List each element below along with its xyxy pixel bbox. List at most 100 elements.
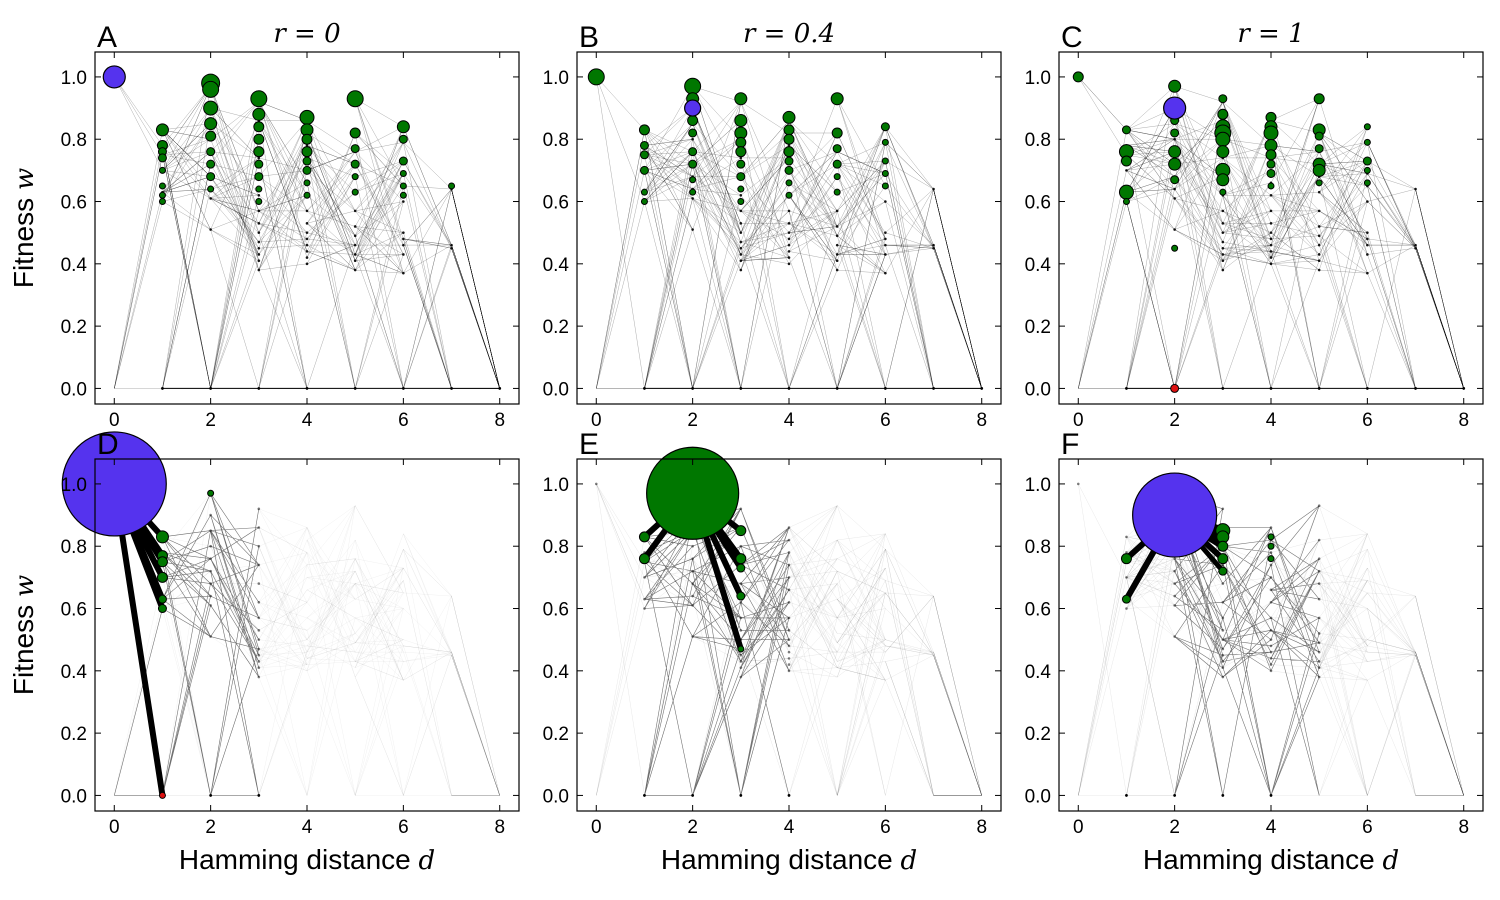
genotype-node bbox=[1317, 268, 1321, 272]
genotype-node bbox=[1269, 588, 1273, 592]
genotype-node bbox=[1221, 675, 1225, 679]
green-node bbox=[157, 604, 167, 614]
highlight-node bbox=[1132, 472, 1218, 558]
x-tick-label: 4 bbox=[1266, 410, 1277, 431]
genotype-node bbox=[1221, 240, 1225, 244]
x-tick-label: 6 bbox=[880, 817, 891, 838]
genotype-node bbox=[257, 675, 261, 679]
genotype-node bbox=[1366, 253, 1369, 256]
green-node bbox=[830, 92, 844, 106]
green-node bbox=[1170, 128, 1180, 138]
genotype-node bbox=[1317, 557, 1321, 560]
genotype-node bbox=[1414, 246, 1417, 250]
lethal-node bbox=[450, 387, 453, 390]
y-tick-label: 0.6 bbox=[1025, 193, 1051, 214]
y-tick-label: 0.2 bbox=[61, 317, 87, 338]
x-tick-label: 6 bbox=[1362, 410, 1373, 431]
panel-D: 0 2 4 6 8 0.0 0.2 0.4 0.6 0.8 1.0 D Fitness w Hamming… bbox=[8, 428, 520, 876]
panel-C: 0 2 4 6 8 0.0 0.2 0.4 0.6 0.8 1.0 C r = 1 bbox=[1025, 19, 1484, 431]
genotype-node bbox=[739, 193, 743, 197]
green-node bbox=[688, 128, 698, 138]
genotype-node bbox=[1269, 209, 1273, 213]
genotype-node bbox=[787, 638, 791, 641]
y-tick-label: 0.4 bbox=[61, 662, 88, 683]
genotype-node bbox=[594, 482, 598, 486]
genotype-node bbox=[1076, 482, 1080, 486]
green-node bbox=[1219, 188, 1227, 196]
panel-letter: A bbox=[97, 21, 117, 54]
genotype-node bbox=[1173, 594, 1176, 598]
green-node bbox=[399, 169, 407, 177]
genotype-node bbox=[209, 544, 212, 548]
genotype-node bbox=[835, 253, 839, 256]
genotype-node bbox=[787, 538, 791, 542]
genotype-node bbox=[209, 604, 212, 607]
genotype-node bbox=[1269, 600, 1273, 604]
genotype-node bbox=[1269, 231, 1273, 234]
genotype-node bbox=[305, 243, 309, 247]
genotype-node bbox=[739, 268, 743, 272]
genotype-node bbox=[1317, 259, 1321, 263]
lethal-node bbox=[209, 387, 213, 390]
lethal-node bbox=[1173, 794, 1177, 797]
plot-area bbox=[1072, 71, 1466, 393]
genotype-node bbox=[739, 246, 743, 250]
genotype-node bbox=[1221, 616, 1225, 620]
genotype-node bbox=[835, 243, 839, 247]
genotype-node bbox=[1366, 237, 1369, 241]
x-tick-label: 8 bbox=[976, 817, 987, 838]
green-node bbox=[880, 122, 890, 132]
genotype-node bbox=[1317, 666, 1321, 670]
edge-bundle bbox=[114, 76, 500, 389]
lethal-node bbox=[883, 387, 887, 390]
y-tick-label: 0.4 bbox=[1025, 255, 1052, 276]
genotype-node bbox=[1173, 582, 1176, 585]
genotype-node bbox=[450, 246, 453, 250]
genotype-node bbox=[209, 513, 212, 517]
genotype-node bbox=[739, 616, 743, 620]
genotype-node bbox=[691, 594, 694, 598]
y-tick-label: 0.2 bbox=[543, 317, 569, 338]
green-node bbox=[1217, 108, 1229, 120]
genotype-node bbox=[257, 222, 261, 225]
green-node bbox=[1072, 71, 1084, 83]
green-node bbox=[735, 146, 747, 158]
genotype-node bbox=[1173, 569, 1176, 573]
green-node bbox=[881, 182, 889, 190]
y-tick-label: 0.2 bbox=[1025, 317, 1051, 338]
genotype-node bbox=[835, 259, 839, 263]
green-node bbox=[1171, 244, 1179, 252]
y-tick-label: 1.0 bbox=[543, 475, 569, 496]
genotype-node bbox=[1269, 657, 1273, 660]
green-node bbox=[204, 117, 218, 131]
genotype-node bbox=[257, 246, 261, 250]
genotype-node bbox=[739, 544, 743, 548]
genotype-node bbox=[305, 209, 309, 213]
genotype-node bbox=[1221, 666, 1225, 670]
x-tick-label: 0 bbox=[109, 410, 120, 431]
highlight-node bbox=[102, 65, 126, 89]
genotype-node bbox=[209, 228, 212, 231]
genotype-node bbox=[739, 253, 743, 256]
green-node bbox=[1266, 159, 1276, 169]
highlight-node bbox=[61, 431, 167, 537]
y-tick-label: 1.0 bbox=[61, 68, 87, 89]
lethal-node bbox=[691, 387, 695, 390]
edge-bundle bbox=[1078, 76, 1464, 389]
green-node bbox=[833, 173, 841, 181]
genotype-node bbox=[1366, 271, 1369, 275]
y-tick-label: 0.4 bbox=[543, 255, 570, 276]
genotype-node bbox=[257, 647, 261, 651]
panel-F: 0 2 4 6 8 0.0 0.2 0.4 0.6 0.8 1.0 F Hamming distance… bbox=[1025, 428, 1484, 876]
genotype-node bbox=[787, 588, 791, 592]
genotype-node bbox=[1269, 193, 1273, 197]
green-node bbox=[399, 191, 407, 199]
green-node bbox=[785, 179, 793, 187]
y-tick-label: 0.4 bbox=[61, 255, 88, 276]
lethal-node bbox=[691, 794, 695, 797]
highlight-node bbox=[1163, 96, 1187, 120]
green-node bbox=[351, 188, 359, 196]
green-node bbox=[303, 179, 311, 187]
y-axis-label: Fitness w bbox=[8, 168, 40, 288]
green-node bbox=[253, 146, 265, 158]
